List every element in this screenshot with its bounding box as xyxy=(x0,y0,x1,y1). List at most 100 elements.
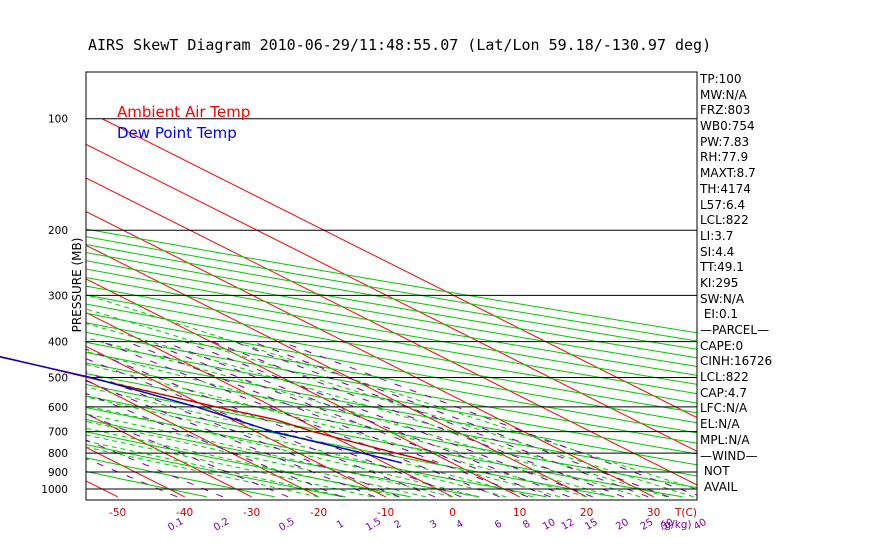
dry-adiabat xyxy=(86,268,697,376)
isotherm-line xyxy=(101,118,697,419)
isotherm-line xyxy=(0,119,51,497)
y-axis-label: PRESSURE (MB) xyxy=(70,238,84,333)
moist-adiabat xyxy=(86,363,587,498)
dry-adiabat xyxy=(86,331,697,444)
isotherm-line xyxy=(86,413,252,498)
plot-area xyxy=(0,118,697,498)
stat-line: TH:4174 xyxy=(700,181,751,196)
bottom-temperature-tick: 10 xyxy=(513,507,526,519)
dry-adiabat xyxy=(86,373,697,489)
bottom-temperature-tick: -50 xyxy=(109,507,126,519)
isotherm-line xyxy=(86,480,118,498)
stat-line: CINH:16726 xyxy=(700,354,773,369)
mixing-ratio-tick: 0.2 xyxy=(212,516,231,533)
dry-adiabat xyxy=(86,260,697,367)
stat-line: EL:N/A xyxy=(700,417,740,432)
dry-adiabat xyxy=(86,228,697,334)
pressure-tick-label: 100 xyxy=(48,114,68,126)
isotherm-line xyxy=(86,244,587,498)
stat-line: NOT xyxy=(700,464,730,479)
pressure-tick-label: 600 xyxy=(48,402,68,414)
isotherm-line xyxy=(86,177,697,486)
dry-adiabat xyxy=(86,457,275,498)
pressure-tick-label: 900 xyxy=(48,467,68,479)
mixing-ratio-line xyxy=(86,358,436,498)
isotherm-line xyxy=(86,312,453,498)
dry-adiabat xyxy=(86,322,697,434)
mixing-ratio-tick: 6 xyxy=(493,518,504,531)
legend-dew-point-temp: Dew Point Temp xyxy=(117,124,237,142)
dry-adiabat xyxy=(86,303,697,414)
mixing-ratio-line xyxy=(234,341,649,498)
moist-adiabat xyxy=(86,413,453,498)
pressure-tick-label: 700 xyxy=(48,427,68,439)
mixing-ratio-unit-label: (g/kg) xyxy=(660,519,691,531)
legend-ambient-air-temp: Ambient Air Temp xyxy=(117,103,250,121)
pressure-tick-label: 1000 xyxy=(41,484,68,496)
stat-line: AVAIL xyxy=(700,479,738,494)
mixing-ratio-line xyxy=(101,341,500,498)
stat-line: RH:77.9 xyxy=(700,150,749,165)
stat-line: SW:N/A xyxy=(700,291,745,306)
temperature-unit-label: T(C) xyxy=(674,507,697,519)
dry-adiabat xyxy=(86,294,697,404)
isotherm-line xyxy=(86,211,654,498)
mixing-ratio-line xyxy=(252,341,669,498)
stat-line: CAP:4.7 xyxy=(700,385,747,400)
moist-adiabat xyxy=(86,434,373,498)
mixing-ratio-line xyxy=(281,341,697,496)
moist-adiabat xyxy=(86,440,346,498)
bottom-temperature-tick: -10 xyxy=(377,507,394,519)
stat-line: PW:7.83 xyxy=(700,134,750,149)
mixing-ratio-line xyxy=(86,371,400,498)
plot-frame xyxy=(85,71,698,501)
mixing-ratio-tick: 25 xyxy=(639,517,656,533)
dry-adiabat xyxy=(86,444,343,498)
stat-line: LI:3.7 xyxy=(700,228,734,243)
dry-adiabat xyxy=(86,407,547,498)
dry-adiabat xyxy=(86,384,683,498)
stat-line: CAPE:0 xyxy=(700,338,744,353)
mixing-ratio-line xyxy=(86,380,376,498)
moist-adiabat xyxy=(86,351,614,498)
mixing-ratio-tick: 3 xyxy=(428,518,439,531)
moist-adiabat xyxy=(86,386,534,498)
pressure-tick-label: 200 xyxy=(48,225,68,237)
mixing-ratio-tick: 1 xyxy=(335,518,346,531)
pressure-tick-label: 400 xyxy=(48,337,68,349)
stat-line: EI:0.1 xyxy=(700,307,739,322)
stat-line: FRZ:803 xyxy=(700,103,751,118)
mixing-ratio-line xyxy=(126,341,529,498)
dew-point-profile xyxy=(0,356,402,464)
dry-adiabat xyxy=(86,395,615,498)
stat-line: MW:N/A xyxy=(700,87,747,102)
stat-line: SI:4.4 xyxy=(700,244,735,259)
mixing-ratio-tick: 15 xyxy=(583,517,600,533)
bottom-temperature-tick: -20 xyxy=(310,507,327,519)
dry-adiabat xyxy=(86,362,697,477)
stat-line: —PARCEL— xyxy=(700,323,770,337)
stat-line: MPL:N/A xyxy=(700,432,750,447)
isotherm-line xyxy=(86,143,697,452)
air-temperature-profile xyxy=(0,355,436,464)
moist-adiabat xyxy=(86,308,694,498)
mixing-ratio-line xyxy=(212,341,624,498)
bottom-temperature-tick: -40 xyxy=(176,507,193,519)
moist-adiabat xyxy=(86,294,697,490)
chart-title: AIRS SkewT Diagram 2010-06-29/11:48:55.0… xyxy=(88,36,712,54)
bottom-temperature-tick: 30 xyxy=(647,507,660,519)
isotherm-line xyxy=(86,345,386,498)
stat-line: WB0:754 xyxy=(700,119,755,134)
stat-line: L57:6.4 xyxy=(700,197,746,212)
stat-line: LFC:N/A xyxy=(700,401,748,416)
dry-adiabat xyxy=(86,418,479,498)
dry-adiabat xyxy=(86,252,697,359)
stat-line: TP:100 xyxy=(700,72,742,86)
dry-adiabat xyxy=(86,244,697,350)
pressure-tick-label: 800 xyxy=(48,448,68,460)
dry-adiabat xyxy=(86,312,697,424)
moist-adiabat xyxy=(86,446,319,498)
stat-line: LCL:822 xyxy=(700,370,749,385)
mixing-ratio-tick: 4 xyxy=(455,518,466,531)
